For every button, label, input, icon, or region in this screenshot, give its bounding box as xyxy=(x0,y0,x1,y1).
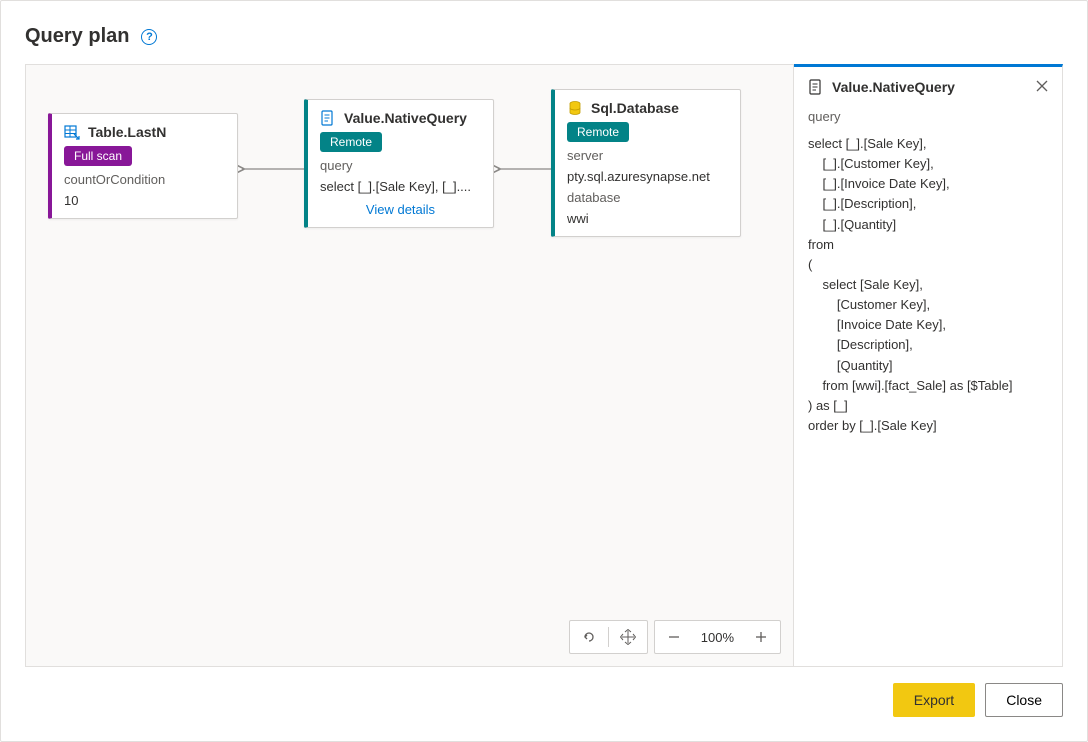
node-native-query[interactable]: Value.NativeQuery Remote query select [_… xyxy=(304,99,494,228)
details-label: query xyxy=(808,109,1048,124)
param-value: wwi xyxy=(567,211,728,226)
remote-badge: Remote xyxy=(567,122,629,142)
export-button[interactable]: Export xyxy=(893,683,975,717)
main-area: Table.LastN Full scan countOrCondition 1… xyxy=(25,64,1063,667)
fit-button[interactable] xyxy=(609,621,647,653)
node-header: Sql.Database xyxy=(567,100,728,116)
param-value: select [_].[Sale Key], [_].... xyxy=(320,179,481,194)
details-title: Value.NativeQuery xyxy=(808,79,955,95)
close-icon xyxy=(1036,80,1048,92)
param-label: database xyxy=(567,190,728,205)
fit-icon xyxy=(620,629,636,645)
zoom-toolbar: 100% xyxy=(569,620,781,654)
dialog-footer: Export Close xyxy=(25,683,1063,717)
node-title: Value.NativeQuery xyxy=(344,110,467,126)
minus-icon xyxy=(667,630,681,644)
close-details-button[interactable] xyxy=(1036,79,1048,95)
node-title: Sql.Database xyxy=(591,100,679,116)
details-panel: Value.NativeQuery query select [_].[Sale… xyxy=(793,64,1063,667)
close-button[interactable]: Close xyxy=(985,683,1063,717)
zoom-out-button[interactable] xyxy=(655,621,693,653)
node-sql-database[interactable]: Sql.Database Remote server pty.sql.azure… xyxy=(551,89,741,237)
details-body: select [_].[Sale Key], [_].[Customer Key… xyxy=(808,134,1048,436)
param-label: server xyxy=(567,148,728,163)
zoom-level: 100% xyxy=(693,630,742,645)
reset-view-button[interactable] xyxy=(570,621,608,653)
remote-badge: Remote xyxy=(320,132,382,152)
node-title: Table.LastN xyxy=(88,124,166,140)
dialog-header: Query plan ? xyxy=(25,25,1063,48)
param-label: countOrCondition xyxy=(64,172,225,187)
param-value: 10 xyxy=(64,193,225,208)
plan-canvas[interactable]: Table.LastN Full scan countOrCondition 1… xyxy=(25,64,794,667)
node-table-lastn[interactable]: Table.LastN Full scan countOrCondition 1… xyxy=(48,113,238,219)
script-icon xyxy=(808,79,824,95)
zoom-group: 100% xyxy=(654,620,781,654)
full-scan-badge: Full scan xyxy=(64,146,132,166)
details-header: Value.NativeQuery xyxy=(808,79,1048,95)
query-plan-dialog: Query plan ? xyxy=(0,0,1088,742)
node-header: Value.NativeQuery xyxy=(320,110,481,126)
details-title-text: Value.NativeQuery xyxy=(832,79,955,95)
param-value: pty.sql.azuresynapse.net xyxy=(567,169,728,184)
script-icon xyxy=(320,110,336,126)
zoom-in-button[interactable] xyxy=(742,621,780,653)
fit-group xyxy=(569,620,648,654)
database-icon xyxy=(567,100,583,116)
param-label: query xyxy=(320,158,481,173)
undo-icon xyxy=(581,629,597,645)
dialog-title: Query plan xyxy=(25,25,129,48)
plus-icon xyxy=(754,630,768,644)
help-icon[interactable]: ? xyxy=(141,29,157,45)
view-details-link[interactable]: View details xyxy=(320,200,481,217)
table-icon xyxy=(64,124,80,140)
node-header: Table.LastN xyxy=(64,124,225,140)
